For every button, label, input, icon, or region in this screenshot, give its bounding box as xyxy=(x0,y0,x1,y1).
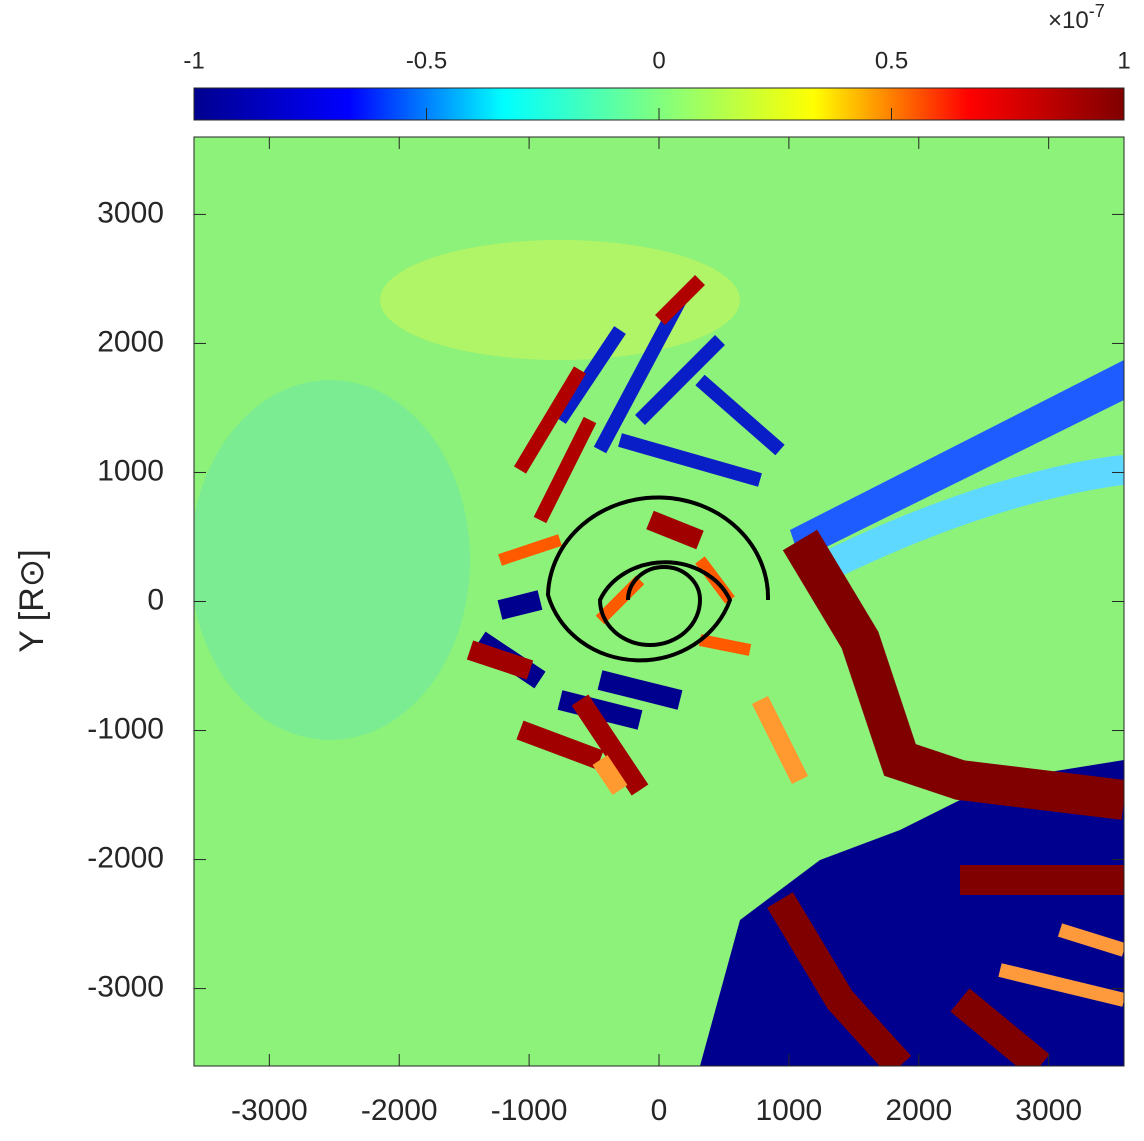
field-feature xyxy=(513,275,705,524)
y-tick-label: 3000 xyxy=(97,196,164,229)
field-feature xyxy=(194,380,470,740)
field-feature xyxy=(767,865,1124,1066)
field-feature xyxy=(998,923,1124,1007)
colorbar-tick-label: -1 xyxy=(183,47,204,74)
x-tick-label: 1000 xyxy=(756,1094,823,1127)
x-tick-label: -2000 xyxy=(361,1094,438,1127)
field-feature xyxy=(554,296,785,487)
x-tick-label: -1000 xyxy=(491,1094,568,1127)
y-tick-label: 0 xyxy=(147,583,164,616)
colorbar-multiplier: ×10-7 xyxy=(1048,1,1105,35)
field-feature xyxy=(790,360,1124,560)
y-tick-label: 2000 xyxy=(97,325,164,358)
x-tick-label: 2000 xyxy=(885,1094,952,1127)
colorbar-tick-label: -0.5 xyxy=(406,47,447,74)
y-tick-label: -3000 xyxy=(87,971,164,1004)
colorbar-tick-label: 0 xyxy=(652,47,665,74)
y-tick-label: -1000 xyxy=(87,712,164,745)
x-tick-label: -3000 xyxy=(231,1094,308,1127)
field-feature xyxy=(498,534,752,656)
field-feature xyxy=(700,760,1124,1066)
field-feature xyxy=(380,240,740,360)
field xyxy=(194,137,1124,1066)
y-tick-label: -2000 xyxy=(87,841,164,874)
field-feature xyxy=(466,510,704,796)
x-tick-label: 3000 xyxy=(1015,1094,1082,1127)
multiplier-base: ×10 xyxy=(1048,7,1089,34)
field-feature xyxy=(592,695,809,795)
y-axis-label: Y [R⊙] xyxy=(13,549,51,652)
x-tick-label: 0 xyxy=(651,1094,668,1127)
field-feature xyxy=(813,455,1124,584)
y-tick-label: 1000 xyxy=(97,454,164,487)
colorbar-tick-label: 1 xyxy=(1117,47,1130,74)
field-feature xyxy=(782,529,1124,820)
spiral xyxy=(545,495,771,663)
multiplier-exponent: -7 xyxy=(1089,1,1105,21)
colorbar-tick-label: 0.5 xyxy=(875,47,908,74)
